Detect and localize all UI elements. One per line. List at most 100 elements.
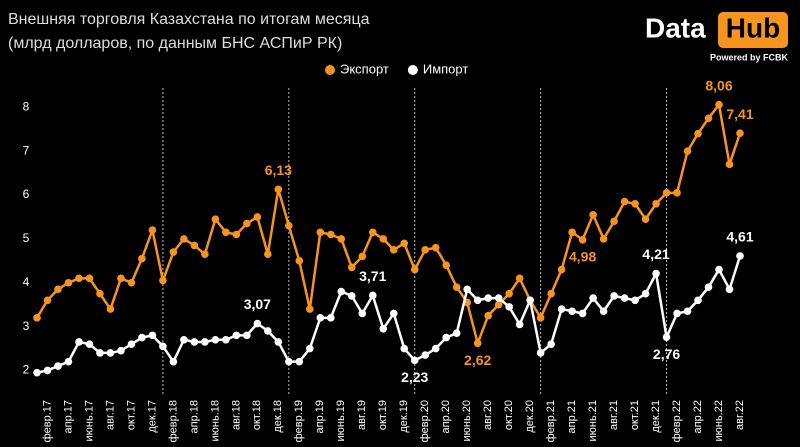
data-point <box>169 357 178 366</box>
data-point <box>232 230 241 239</box>
x-tick-label: апр.17 <box>62 400 74 433</box>
data-point <box>452 283 461 291</box>
data-point <box>379 324 388 333</box>
data-point <box>148 331 157 340</box>
x-tick-label: окт.20 <box>503 400 515 430</box>
x-tick-label: авг.22 <box>734 400 746 430</box>
data-point <box>96 349 104 357</box>
data-point <box>526 296 534 305</box>
data-point <box>85 340 94 348</box>
data-point <box>264 250 272 259</box>
data-point <box>410 356 419 365</box>
x-tick-label: окт.17 <box>125 400 137 430</box>
data-point <box>201 338 209 346</box>
data-point <box>264 327 272 335</box>
data-point <box>306 305 314 313</box>
data-point <box>222 228 230 237</box>
data-point <box>347 263 356 272</box>
data-point <box>704 114 713 123</box>
data-point <box>337 287 346 296</box>
data-point <box>715 265 723 274</box>
data-point <box>704 283 713 291</box>
data-point <box>85 274 94 283</box>
data-point <box>652 269 660 278</box>
data-point <box>201 250 209 259</box>
data-label: 8,06 <box>705 77 732 93</box>
data-point <box>631 200 639 208</box>
data-point <box>159 342 167 351</box>
logo-box <box>718 12 788 48</box>
data-point <box>694 129 702 138</box>
data-point <box>180 235 188 243</box>
data-point <box>568 228 576 237</box>
data-point <box>253 319 262 328</box>
data-point <box>473 339 482 348</box>
x-tick-label: февр.17 <box>41 400 53 442</box>
data-point <box>316 228 325 237</box>
y-tick-label: 2 <box>23 363 30 377</box>
data-point <box>557 265 566 274</box>
data-point <box>515 320 524 329</box>
data-point <box>169 248 178 256</box>
x-tick-label: апр.20 <box>440 400 452 433</box>
data-point <box>274 338 283 346</box>
x-tick-label: авг.20 <box>482 400 494 430</box>
data-point <box>547 289 555 298</box>
data-point <box>589 294 597 302</box>
data-point <box>620 294 629 302</box>
data-point <box>222 335 230 344</box>
data-point <box>54 362 62 370</box>
data-label: 6,13 <box>265 162 292 178</box>
data-point <box>662 189 671 197</box>
x-tick-label: июнь.20 <box>461 400 473 442</box>
x-tick-label: февр.21 <box>545 400 557 442</box>
data-point <box>421 351 430 359</box>
data-point <box>725 285 734 294</box>
data-point <box>463 285 471 294</box>
data-point <box>285 357 293 366</box>
data-point <box>494 300 503 309</box>
y-tick-label: 5 <box>23 231 30 245</box>
data-point <box>694 296 702 305</box>
data-point <box>494 294 503 302</box>
data-point <box>557 305 566 313</box>
data-point <box>515 274 524 283</box>
data-point <box>536 349 545 357</box>
data-point <box>599 235 608 243</box>
data-point <box>662 333 671 341</box>
data-point <box>117 346 125 355</box>
data-point <box>211 335 220 344</box>
data-point <box>358 309 367 318</box>
data-point <box>138 333 146 342</box>
data-point <box>536 314 545 322</box>
x-tick-label: июнь.22 <box>713 400 725 442</box>
data-point <box>316 314 325 322</box>
data-label: 2,76 <box>653 346 680 362</box>
y-tick-label: 6 <box>23 187 30 201</box>
data-label: 4,98 <box>569 248 596 264</box>
data-point <box>736 129 744 137</box>
data-point <box>117 274 125 283</box>
data-label: 3,07 <box>244 296 271 312</box>
data-point <box>33 368 41 377</box>
data-point <box>683 307 692 316</box>
x-tick-label: авг.17 <box>104 400 116 430</box>
x-tick-label: окт.18 <box>251 400 263 430</box>
data-point <box>578 309 587 318</box>
data-point <box>253 213 262 221</box>
data-point <box>43 366 52 375</box>
data-point <box>505 303 513 311</box>
data-point <box>232 331 241 340</box>
data-point <box>211 215 220 223</box>
data-point <box>127 340 136 348</box>
data-point <box>452 329 461 337</box>
x-tick-label: июнь.18 <box>209 400 221 442</box>
data-point <box>337 235 346 243</box>
data-point <box>421 246 430 254</box>
x-tick-label: апр.22 <box>692 400 704 433</box>
logo-left: Data <box>645 12 706 43</box>
data-point <box>589 210 597 219</box>
data-point <box>190 338 199 346</box>
x-tick-label: окт.19 <box>377 400 389 430</box>
data-point <box>368 228 377 237</box>
